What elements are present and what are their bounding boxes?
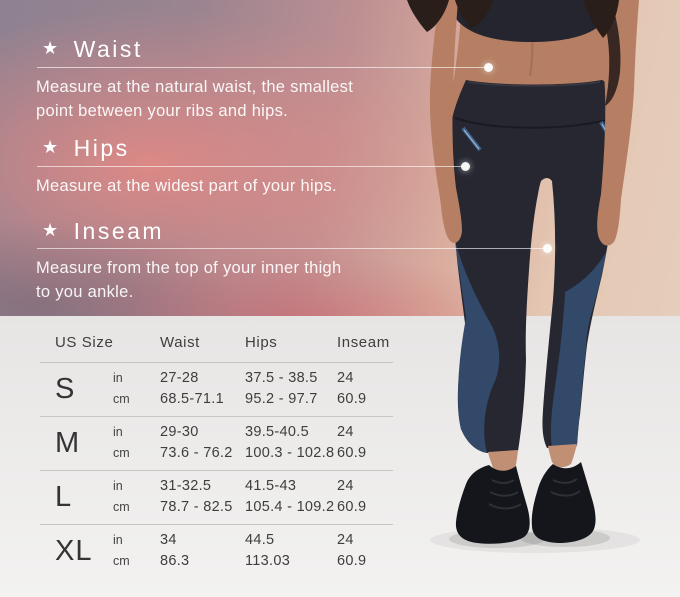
unit-in: in	[113, 479, 123, 493]
hips-in: 41.5-43	[245, 478, 297, 494]
size-label: S	[55, 372, 76, 405]
inseam-in: 24	[337, 478, 354, 494]
inseam-cm: 60.9	[337, 499, 367, 515]
header-hips: Hips	[245, 334, 278, 351]
measure-heading-inseam: ★ Inseam	[42, 218, 164, 245]
size-label: M	[55, 426, 81, 459]
waist-cm: 68.5-71.1	[160, 391, 224, 407]
hips-in: 39.5-40.5	[245, 424, 309, 440]
measure-description-hips: Measure at the widest part of your hips.	[36, 177, 337, 195]
waist-in: 29-30	[160, 424, 199, 440]
star-icon: ★	[42, 137, 61, 157]
waist-in: 31-32.5	[160, 478, 212, 494]
unit-in: in	[113, 371, 123, 385]
waist-cm: 86.3	[160, 553, 190, 569]
unit-cm: cm	[113, 554, 130, 568]
unit-in: in	[113, 533, 123, 547]
hips-in: 37.5 - 38.5	[245, 370, 318, 386]
measure-title-inseam: Inseam	[73, 218, 165, 244]
inseam-in: 24	[337, 370, 354, 386]
size-label: XL	[55, 534, 93, 567]
size-row-xl: XL in 34 44.5 24 cm 86.3 113.03 60.9	[40, 524, 393, 578]
size-table: US Size Waist Hips Inseam S in 27-28 37.…	[40, 325, 393, 578]
size-row-l: L in 31-32.5 41.5-43 24 cm 78.7 - 82.5 1…	[40, 470, 393, 524]
header-waist: Waist	[160, 334, 200, 351]
waist-in: 27-28	[160, 370, 199, 386]
size-table-header: US Size Waist Hips Inseam	[40, 325, 393, 362]
size-row-m: M in 29-30 39.5-40.5 24 cm 73.6 - 76.2 1…	[40, 416, 393, 470]
inseam-cm: 60.9	[337, 553, 367, 569]
hips-cm: 113.03	[245, 553, 291, 569]
measure-description-waist: Measure at the natural waist, the smalle…	[36, 78, 354, 121]
measure-heading-hips: ★ Hips	[42, 135, 130, 162]
size-label: L	[55, 480, 73, 513]
hips-cm: 105.4 - 109.2	[245, 499, 335, 515]
unit-cm: cm	[113, 392, 130, 406]
inseam-in: 24	[337, 532, 354, 548]
hips-cm: 95.2 - 97.7	[245, 391, 318, 407]
star-icon: ★	[42, 38, 61, 58]
inseam-in: 24	[337, 424, 354, 440]
waist-cm: 73.6 - 76.2	[160, 445, 233, 461]
pointer-line-inseam	[37, 244, 552, 253]
measure-title-waist: Waist	[73, 36, 143, 62]
inseam-cm: 60.9	[337, 445, 367, 461]
pointer-dot-hips	[461, 162, 470, 171]
measure-heading-waist: ★ Waist	[42, 36, 143, 63]
unit-cm: cm	[113, 500, 130, 514]
star-icon: ★	[42, 220, 61, 240]
measurement-guide: ★ Waist Measure at the natural waist, th…	[36, 36, 552, 302]
measure-title-hips: Hips	[73, 135, 130, 161]
size-row-s: S in 27-28 37.5 - 38.5 24 cm 68.5-71.1 9…	[40, 362, 393, 416]
measure-description-inseam: Measure from the top of your inner thigh…	[36, 259, 342, 302]
hips-cm: 100.3 - 102.8	[245, 445, 335, 461]
pointer-dot-inseam	[543, 244, 552, 253]
inseam-cm: 60.9	[337, 391, 367, 407]
header-inseam: Inseam	[337, 334, 390, 351]
header-us-size: US Size	[55, 334, 114, 351]
waist-in: 34	[160, 532, 177, 548]
unit-cm: cm	[113, 446, 130, 460]
pointer-line-hips	[37, 162, 470, 171]
pointer-line-waist	[37, 63, 493, 72]
pointer-dot-waist	[484, 63, 493, 72]
unit-in: in	[113, 425, 123, 439]
waist-cm: 78.7 - 82.5	[160, 499, 233, 515]
hips-in: 44.5	[245, 532, 275, 548]
